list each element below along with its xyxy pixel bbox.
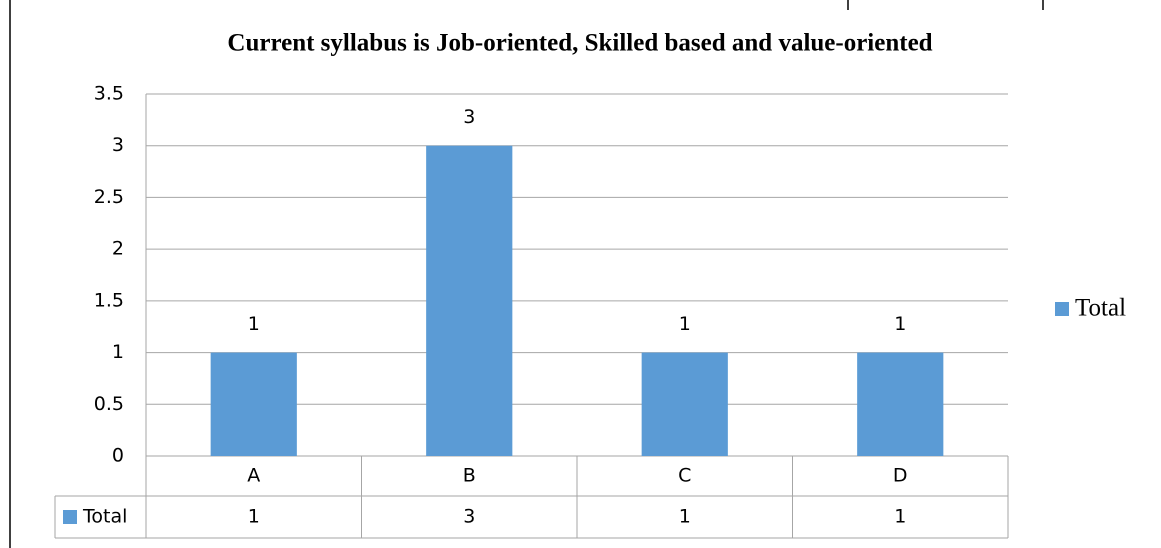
y-tick-label: 0.5 [94, 393, 124, 415]
bar [210, 352, 297, 456]
legend-key [1055, 302, 1069, 316]
chart-title: Current syllabus is Job-oriented, Skille… [227, 30, 932, 57]
table-legend-key [63, 510, 77, 524]
y-tick-label: 3 [112, 134, 124, 156]
data-label: 1 [679, 313, 691, 335]
legend-label: Total [1075, 295, 1126, 322]
y-tick-label: 0 [112, 445, 124, 467]
table-value: 3 [463, 506, 475, 528]
y-tick-label: 1.5 [94, 289, 124, 311]
y-tick-label: 2.5 [94, 186, 124, 208]
y-tick-label: 2 [112, 238, 124, 260]
y-tick-label: 1 [112, 341, 124, 363]
x-tick-label: A [247, 465, 260, 487]
bar [857, 352, 944, 456]
data-label: 3 [463, 106, 475, 128]
x-tick-label: B [463, 465, 476, 487]
bar [426, 145, 513, 456]
data-label: 1 [248, 313, 260, 335]
table-row-label: Total [82, 506, 127, 528]
table-value: 1 [894, 506, 906, 528]
table-value: 1 [248, 506, 260, 528]
data-label: 1 [894, 313, 906, 335]
x-tick-label: D [893, 465, 908, 487]
x-tick-label: C [678, 465, 691, 487]
bar [641, 352, 728, 456]
table-value: 1 [679, 506, 691, 528]
y-tick-label: 3.5 [94, 83, 124, 105]
